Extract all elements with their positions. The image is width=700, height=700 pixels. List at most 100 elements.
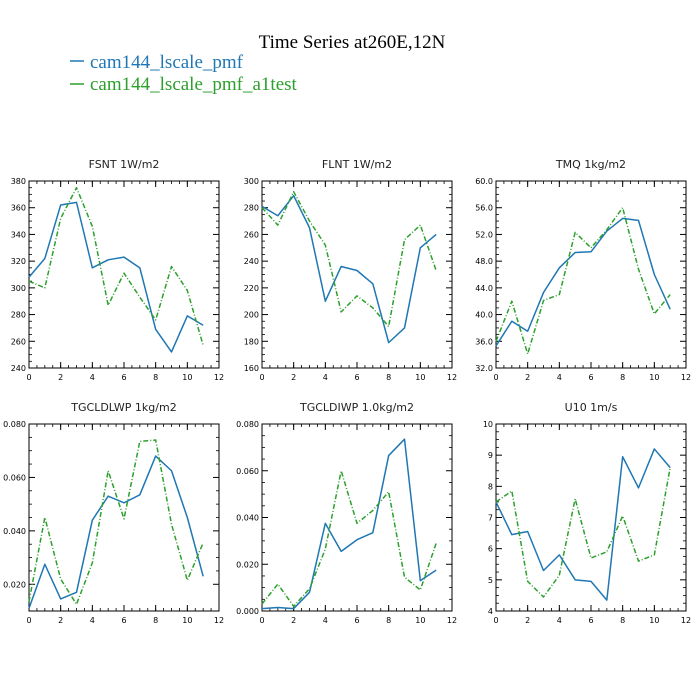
chart-3-series-2-line bbox=[495, 206, 671, 355]
chart-1-series-1-line bbox=[28, 201, 204, 353]
chart-1-series-2-line bbox=[28, 186, 204, 346]
chart-panel-3: TMQ 1kg/m2 0 2 4 6 8 10 12 32.0 36.0 40.0 44.0 48.0 5… bbox=[475, 158, 691, 382]
chart-4-series-1-line bbox=[28, 455, 204, 609]
chart-2-x-tick-label: 4 bbox=[323, 373, 328, 382]
chart-5-series-1-line bbox=[261, 438, 437, 610]
chart-2-x-tick-label: 2 bbox=[291, 373, 296, 382]
chart-3-x-tick-label: 10 bbox=[649, 373, 659, 382]
chart-3-title: TMQ 1kg/m2 bbox=[555, 158, 626, 171]
figure-legend: cam144_lscale_pmf cam144_lscale_pmf_a1te… bbox=[70, 52, 298, 95]
chart-2-y-tick-label: 160 bbox=[244, 364, 259, 373]
chart-1-x-tick-label: 8 bbox=[153, 373, 158, 382]
chart-6-y-tick-label: 5 bbox=[488, 576, 493, 585]
chart-3-y-tick-label: 56.0 bbox=[475, 204, 493, 213]
chart-5-title: TGCLDIWP 1.0kg/m2 bbox=[299, 401, 414, 414]
chart-1-y-tick-label: 300 bbox=[11, 284, 26, 293]
chart-panel-5: TGCLDIWP 1.0kg/m2 0 2 4 6 8 10 12 0.000 0.020 0.04… bbox=[236, 401, 457, 625]
chart-4-frame bbox=[28, 423, 220, 612]
chart-5-y-tick-label: 0.020 bbox=[236, 560, 259, 569]
chart-3-x-tick-label: 0 bbox=[493, 373, 498, 382]
chart-2-y-tick-label: 200 bbox=[244, 311, 259, 320]
chart-1-y-tick-label: 380 bbox=[11, 177, 26, 186]
chart-6-x-tick-label: 8 bbox=[620, 616, 625, 625]
chart-5-y-tick-label: 0.000 bbox=[236, 607, 259, 616]
chart-2-frame bbox=[261, 180, 453, 369]
chart-4-x-tick-label: 0 bbox=[26, 616, 31, 625]
chart-4-title: TGCLDLWP 1kg/m2 bbox=[70, 401, 176, 414]
chart-6-y-tick-label: 10 bbox=[483, 420, 493, 429]
chart-4-y-tick-label: 0.080 bbox=[3, 420, 26, 429]
chart-5-x-tick-label: 4 bbox=[323, 616, 328, 625]
chart-6-x-tick-label: 2 bbox=[525, 616, 530, 625]
chart-4-x-tick-label: 4 bbox=[90, 616, 95, 625]
chart-5-y-tick-label: 0.080 bbox=[236, 420, 259, 429]
chart-6-y-tick-label: 8 bbox=[488, 482, 493, 491]
chart-1-x-tick-label: 4 bbox=[90, 373, 95, 382]
chart-1-x-tick-label: 6 bbox=[121, 373, 126, 382]
chart-2-y-tick-label: 260 bbox=[244, 230, 259, 239]
chart-2-y-tick-label: 280 bbox=[244, 204, 259, 213]
chart-1-y-tick-label: 280 bbox=[11, 311, 26, 320]
chart-1-x-tick-label: 2 bbox=[58, 373, 63, 382]
chart-5-x-tick-label: 6 bbox=[354, 616, 359, 625]
chart-1-y-tick-label: 340 bbox=[11, 230, 26, 239]
chart-1-x-tick-label: 12 bbox=[214, 373, 224, 382]
chart-1-y-tick-label: 360 bbox=[11, 204, 26, 213]
chart-1-y-tick-label: 240 bbox=[11, 364, 26, 373]
chart-3-x-tick-label: 4 bbox=[557, 373, 562, 382]
chart-6-x-tick-label: 10 bbox=[649, 616, 659, 625]
chart-5-y-tick-label: 0.060 bbox=[236, 467, 259, 476]
chart-2-x-tick-label: 10 bbox=[415, 373, 425, 382]
chart-2-series-2-line bbox=[261, 190, 437, 328]
chart-3-y-tick-label: 32.0 bbox=[475, 364, 493, 373]
chart-4-x-tick-label: 10 bbox=[182, 616, 192, 625]
chart-3-frame bbox=[495, 180, 687, 369]
chart-2-series-1-line bbox=[261, 194, 437, 344]
chart-6-x-tick-label: 0 bbox=[493, 616, 498, 625]
chart-6-y-tick-label: 4 bbox=[488, 607, 493, 616]
chart-4-x-tick-label: 6 bbox=[121, 616, 126, 625]
chart-1-x-tick-label: 0 bbox=[26, 373, 31, 382]
chart-4-y-tick-label: 0.020 bbox=[3, 580, 26, 589]
chart-4-y-tick-label: 0.040 bbox=[3, 527, 26, 536]
chart-6-y-tick-label: 6 bbox=[488, 545, 493, 554]
chart-1-y-tick-label: 320 bbox=[11, 257, 26, 266]
chart-5-x-tick-label: 10 bbox=[415, 616, 425, 625]
chart-2-x-tick-label: 0 bbox=[259, 373, 264, 382]
chart-4-y-tick-label: 0.060 bbox=[3, 473, 26, 482]
chart-3-y-tick-label: 52.0 bbox=[475, 230, 493, 239]
legend-label-1: cam144_lscale_pmf bbox=[90, 52, 244, 73]
chart-6-x-tick-label: 4 bbox=[557, 616, 562, 625]
chart-5-x-tick-label: 8 bbox=[386, 616, 391, 625]
chart-6-series-1-line bbox=[495, 448, 671, 601]
chart-3-series-1-line bbox=[495, 217, 671, 347]
chart-5-x-tick-label: 12 bbox=[447, 616, 457, 625]
chart-6-x-tick-label: 12 bbox=[681, 616, 691, 625]
chart-2-title: FLNT 1W/m2 bbox=[322, 158, 392, 171]
chart-2-x-tick-label: 8 bbox=[386, 373, 391, 382]
chart-2-x-tick-label: 6 bbox=[354, 373, 359, 382]
chart-5-frame bbox=[261, 423, 453, 612]
chart-6-x-tick-label: 6 bbox=[588, 616, 593, 625]
chart-5-x-tick-label: 0 bbox=[259, 616, 264, 625]
chart-4-x-tick-label: 2 bbox=[58, 616, 63, 625]
chart-3-y-tick-label: 60.0 bbox=[475, 177, 493, 186]
chart-2-y-tick-label: 180 bbox=[244, 337, 259, 346]
chart-3-x-tick-label: 12 bbox=[681, 373, 691, 382]
chart-5-y-tick-label: 0.040 bbox=[236, 514, 259, 523]
chart-1-x-tick-label: 10 bbox=[182, 373, 192, 382]
chart-2-y-tick-label: 220 bbox=[244, 284, 259, 293]
chart-1-y-tick-label: 260 bbox=[11, 337, 26, 346]
chart-2-y-tick-label: 240 bbox=[244, 257, 259, 266]
chart-2-y-tick-label: 300 bbox=[244, 177, 259, 186]
chart-panel-1: FSNT 1W/m2 0 2 4 6 8 10 12 240 260 280 300 320 340 360… bbox=[11, 158, 224, 382]
chart-3-y-tick-label: 44.0 bbox=[475, 284, 493, 293]
chart-panel-6: U10 1m/s 0 2 4 6 8 10 12 4 5 6 7 8 9 10 bbox=[483, 401, 691, 625]
chart-3-y-tick-label: 48.0 bbox=[475, 257, 493, 266]
chart-3-x-tick-label: 6 bbox=[588, 373, 593, 382]
chart-6-y-tick-label: 9 bbox=[488, 451, 493, 460]
chart-5-x-tick-label: 2 bbox=[291, 616, 296, 625]
chart-4-series-2-line bbox=[28, 439, 204, 606]
